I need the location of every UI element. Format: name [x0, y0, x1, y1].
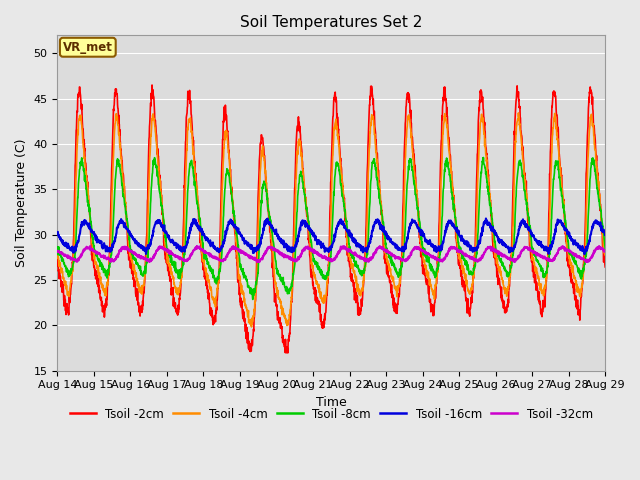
Y-axis label: Soil Temperature (C): Soil Temperature (C) [15, 139, 28, 267]
Title: Soil Temperatures Set 2: Soil Temperatures Set 2 [240, 15, 422, 30]
X-axis label: Time: Time [316, 396, 347, 409]
Legend: Tsoil -2cm, Tsoil -4cm, Tsoil -8cm, Tsoil -16cm, Tsoil -32cm: Tsoil -2cm, Tsoil -4cm, Tsoil -8cm, Tsoi… [65, 403, 598, 425]
Text: VR_met: VR_met [63, 41, 113, 54]
